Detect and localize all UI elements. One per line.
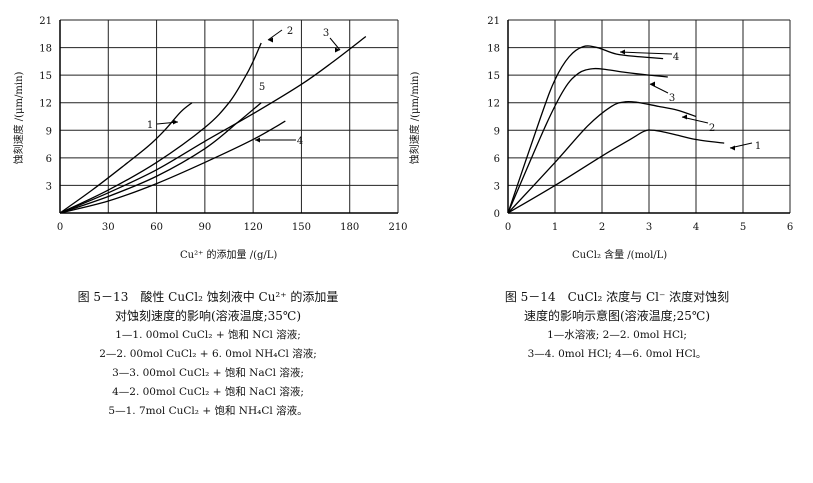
series-line-3 [507, 67, 668, 214]
x-tick-label: 30 [102, 222, 115, 233]
legend-line-5: 5—1. 7mol CuCl₂ + 饱和 NH₄Cl 溶液。 [108, 405, 308, 417]
x-tick-label: 2 [599, 222, 605, 233]
x-tick-label: 0 [57, 222, 63, 233]
series-arrow-2 [268, 37, 273, 43]
x-tick-label: 180 [340, 222, 359, 233]
x-tick-label: 1 [552, 222, 558, 233]
legend-line-2: 2—2. 00mol CuCl₂ + 6. 0mol NH₄Cl 溶液; [99, 348, 317, 360]
y-tick-label: 18 [39, 44, 52, 55]
legend-line-2: 3—4. 0mol HCl; 4—6. 0mol HCl。 [527, 348, 707, 360]
y-tick-label: 12 [39, 99, 52, 110]
x-tick-label: 120 [244, 222, 263, 233]
series-label-1: 1 [147, 120, 153, 131]
y-tick-label: 9 [46, 126, 52, 137]
series-line-2 [507, 100, 697, 214]
series-line-3 [59, 36, 367, 214]
caption-5-14: 图 5－14 CuCl₂ 浓度与 Cl⁻ 浓度对蚀刻 速度的影响示意图(溶液温度… [432, 288, 802, 364]
series-label-3: 3 [669, 93, 675, 104]
caption-title-line2: 对蚀刻速度的影响(溶液温度;35℃) [114, 309, 302, 323]
x-tick-label: 6 [787, 222, 793, 233]
legend-line-4: 4—2. 00mol CuCl₂ + 饱和 NaCl 溶液; [112, 386, 304, 398]
y-axis-label: 蚀刻速度 /(μm/min) [12, 71, 25, 164]
series-leader-4 [619, 51, 673, 55]
series-label-1: 1 [755, 141, 761, 152]
x-tick-label: 150 [292, 222, 311, 233]
series-line-1 [59, 102, 193, 214]
y-tick-label: 21 [487, 16, 500, 27]
y-tick-label: 6 [494, 154, 500, 165]
series-line-5 [59, 102, 262, 214]
series-leader-3 [329, 37, 341, 51]
series-leader-2 [267, 29, 283, 41]
y-tick-label: 6 [46, 154, 52, 165]
x-tick-label: 0 [505, 222, 511, 233]
y-tick-label: 12 [487, 99, 500, 110]
series-arrow-4 [620, 49, 625, 55]
y-tick-label: 15 [39, 71, 52, 82]
series-label-5: 5 [259, 82, 265, 93]
caption-title: 图 5－13 酸性 CuCl₂ 蚀刻液中 Cu²⁺ 的添加量 [77, 290, 339, 304]
legend-line-3: 3—3. 00mol CuCl₂ + 饱和 NaCl 溶液; [112, 367, 304, 379]
series-line-4 [59, 120, 286, 214]
caption-title: 图 5－14 CuCl₂ 浓度与 Cl⁻ 浓度对蚀刻 [504, 290, 730, 304]
x-tick-label: 5 [740, 222, 746, 233]
y-tick-label: 21 [39, 16, 52, 27]
caption-5-13: 图 5－13 酸性 CuCl₂ 蚀刻液中 Cu²⁺ 的添加量 对蚀刻速度的影响(… [18, 288, 398, 421]
x-axis-label: CuCl₂ 含量 /(mol/L) [572, 248, 667, 261]
y-tick-label: 3 [46, 181, 52, 192]
caption-title-line2: 速度的影响示意图(溶液温度;25℃) [523, 309, 711, 323]
x-tick-label: 210 [388, 222, 407, 233]
series-arrow-1 [173, 119, 178, 125]
series-arrow-3 [335, 47, 340, 53]
legend-line-1: 1—1. 00mol CuCl₂ + 饱和 NCl 溶液; [115, 329, 301, 341]
series-line-4 [507, 45, 664, 214]
x-tick-label: 60 [150, 222, 163, 233]
y-axis-label: 蚀刻速度 /(μm/min) [408, 71, 421, 164]
x-tick-label: 90 [198, 222, 211, 233]
series-label-3: 3 [323, 28, 329, 39]
x-tick-label: 3 [646, 222, 652, 233]
x-axis-label: Cu²⁺ 的添加量 /(g/L) [180, 248, 277, 261]
series-label-4: 4 [673, 52, 679, 63]
series-label-2: 2 [709, 123, 715, 134]
y-tick-label: 0 [494, 209, 500, 220]
series-line-1 [507, 129, 725, 214]
y-tick-label: 3 [494, 181, 500, 192]
x-tick-label: 4 [693, 222, 699, 233]
series-arrow-1 [730, 145, 735, 151]
y-tick-label: 9 [494, 126, 500, 137]
series-arrow-3 [650, 81, 655, 87]
y-tick-label: 18 [487, 44, 500, 55]
legend-line-1: 1—水溶液; 2—2. 0mol HCl; [547, 329, 687, 341]
series-arrow-4 [255, 137, 260, 143]
series-line-2 [59, 42, 262, 214]
y-tick-label: 15 [487, 71, 500, 82]
series-arrow-2 [682, 114, 687, 120]
series-label-4: 4 [297, 136, 303, 147]
series-label-2: 2 [287, 26, 293, 37]
